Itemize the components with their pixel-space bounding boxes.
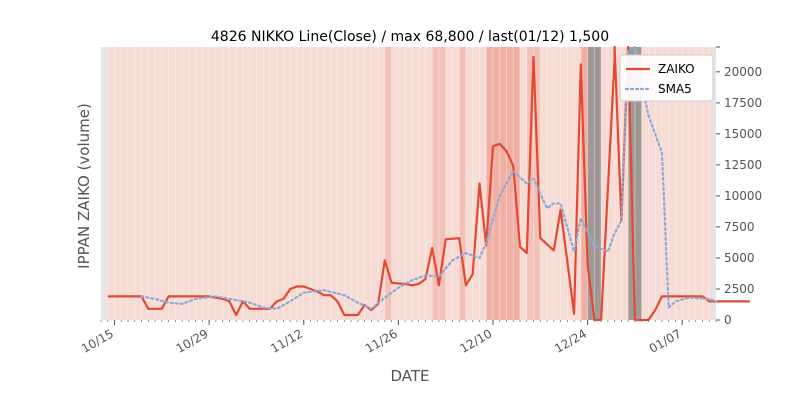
y-tick-label: 12500 xyxy=(724,158,762,172)
background-band xyxy=(384,47,392,320)
background-band xyxy=(587,47,602,320)
y-axis-label: IPPAN ZAIKO (volume) xyxy=(75,103,93,269)
y-tick-label: 17500 xyxy=(724,96,762,110)
chart-title: 4826 NIKKO Line(Close) / max 68,800 / la… xyxy=(211,29,609,45)
legend-label-zaiko: ZAIKO xyxy=(658,62,695,76)
x-tick-label: 01/07 xyxy=(647,326,684,355)
y-tick-label: 15000 xyxy=(724,127,762,141)
x-axis-label: DATE xyxy=(390,367,429,385)
y-tick-label: 2500 xyxy=(724,282,755,296)
plot-edge-left xyxy=(101,47,106,320)
y-tick-label: 20000 xyxy=(724,65,762,79)
legend: ZAIKO SMA5 xyxy=(619,54,714,102)
background-band xyxy=(526,47,541,320)
y-tick-label: 7500 xyxy=(724,220,755,234)
x-tick-label: 10/15 xyxy=(79,326,116,355)
x-tick-label: 12/24 xyxy=(552,326,589,355)
y-axis: 0 2500 5000 7500 10000 12500 15000 17500 20000 xyxy=(716,46,762,327)
background-band xyxy=(459,47,466,320)
x-tick-label: 12/10 xyxy=(458,326,495,355)
y-tick-label: 5000 xyxy=(724,251,755,265)
x-tick-label: 11/12 xyxy=(268,326,305,355)
y-tick-label: 0 xyxy=(724,313,732,327)
y-tick-label: 10000 xyxy=(724,189,762,203)
legend-label-sma5: SMA5 xyxy=(658,82,692,96)
plot-edge-right xyxy=(711,47,716,320)
background-band xyxy=(628,47,642,320)
x-tick-label: 10/29 xyxy=(174,326,211,355)
background-bands xyxy=(384,47,642,320)
day-stripes xyxy=(107,47,710,320)
x-axis: 10/15 10/29 11/12 11/26 12/10 12/24 01/07 xyxy=(79,320,717,356)
background-band xyxy=(432,47,446,320)
x-tick-label: 11/26 xyxy=(363,326,400,355)
